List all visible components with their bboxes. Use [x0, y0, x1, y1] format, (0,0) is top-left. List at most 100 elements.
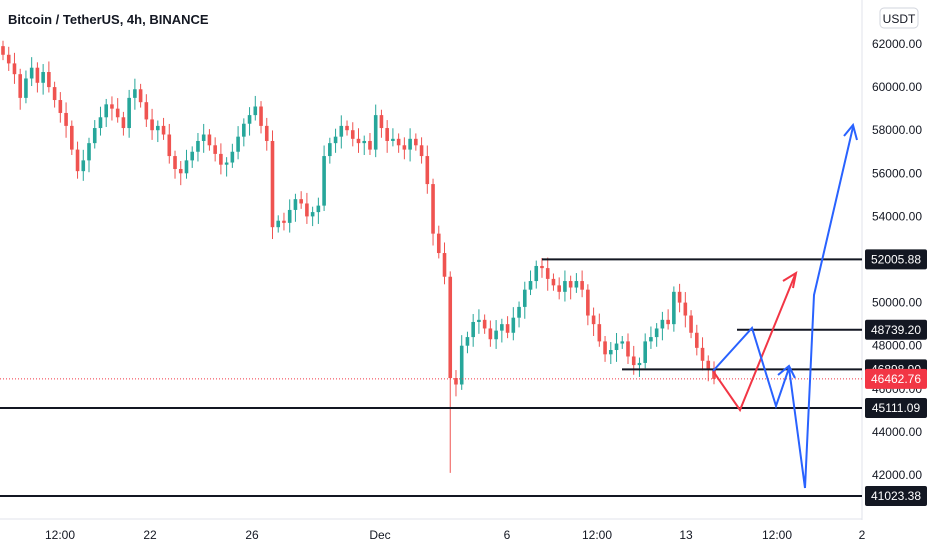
candle-up	[649, 337, 653, 342]
candle-up	[373, 115, 378, 150]
candle-down	[442, 253, 447, 277]
candle-down	[47, 72, 51, 88]
price-tick-label: 58000.00	[872, 123, 922, 137]
price-tag-label: 52005.88	[871, 252, 921, 266]
candle-up	[92, 128, 97, 144]
candle-down	[219, 153, 223, 165]
candle-down	[540, 265, 544, 269]
candle-up	[528, 281, 533, 290]
price-tick-label: 62000.00	[872, 37, 922, 51]
time-tick-label: 13	[679, 528, 693, 542]
level-price-tag: 45111.09	[865, 397, 927, 418]
candle-down	[689, 315, 693, 333]
candle-up	[247, 115, 252, 124]
candle-down	[568, 281, 573, 288]
candle-down	[626, 341, 630, 357]
candle-down	[591, 315, 596, 325]
candle-down	[299, 199, 303, 204]
candle-up	[391, 138, 395, 141]
candle-up	[408, 138, 412, 150]
candle-down	[259, 106, 263, 126]
candle-down	[683, 302, 688, 316]
candle-down	[150, 119, 154, 131]
candle-down	[305, 203, 309, 217]
time-tick-label: 22	[143, 528, 157, 542]
candle-down	[368, 140, 372, 150]
candle-up	[276, 220, 281, 228]
level-price-tag: 41023.38	[865, 486, 927, 507]
candle-up	[574, 281, 579, 288]
candle-down	[75, 149, 80, 172]
projection-arrowhead-blue-small	[777, 364, 796, 379]
candle-up	[133, 89, 137, 98]
candle-up	[465, 337, 470, 346]
candle-up	[534, 265, 539, 282]
candle-down	[178, 168, 183, 174]
candle-up	[316, 205, 321, 213]
price-tick-label: 60000.00	[872, 80, 922, 94]
candle-up	[287, 209, 292, 223]
candle-up	[41, 72, 45, 83]
time-axis[interactable]: 12:00 22 26 Dec 6 12:00 13 12:00 2	[45, 528, 866, 542]
candle-down	[52, 87, 57, 101]
candle-up	[24, 78, 28, 98]
candle-up	[643, 341, 647, 363]
candle-down	[282, 220, 286, 223]
price-tick-label: 44000.00	[872, 425, 922, 439]
candle-down	[18, 74, 23, 98]
candle-down	[677, 291, 682, 303]
candle-down	[419, 145, 424, 157]
price-tick-label: 42000.00	[872, 468, 922, 482]
price-tick-label: 56000.00	[872, 166, 922, 180]
time-tick-label: 12:00	[582, 528, 612, 542]
candle-down	[1, 46, 5, 55]
level-price-tag: 48739.20	[865, 319, 927, 340]
price-tags-layer: 52005.8848739.2046898.9045111.0941023.38…	[865, 249, 927, 507]
candle-down	[64, 112, 68, 126]
candle-down	[161, 125, 166, 135]
candle-down	[631, 356, 636, 366]
candle-down	[58, 100, 63, 113]
candle-up	[184, 160, 189, 174]
candle-down	[505, 324, 510, 333]
candle-down	[138, 89, 143, 103]
candle-down	[121, 117, 126, 129]
time-tick-label: 26	[245, 528, 259, 542]
candle-down	[700, 347, 705, 361]
candle-up	[224, 162, 229, 165]
price-tag-label: 41023.38	[871, 489, 921, 503]
candle-down	[557, 285, 561, 292]
candle-up	[362, 140, 367, 144]
candle-up	[310, 212, 315, 217]
candle-down	[144, 102, 149, 120]
projection-path-red[interactable]	[712, 274, 796, 413]
candle-up	[328, 143, 332, 157]
candle-down	[110, 104, 114, 109]
price-tag-label: 48739.20	[871, 323, 921, 337]
candle-down	[115, 108, 120, 118]
candle-down	[270, 140, 275, 228]
projection-arrowhead-red	[782, 270, 798, 289]
candle-up	[190, 151, 195, 161]
projection-arrowhead-blue	[843, 122, 858, 141]
candle-down	[35, 67, 40, 83]
time-tick-label: Dec	[369, 528, 390, 542]
time-tick-label: 12:00	[762, 528, 792, 542]
price-tick-label: 54000.00	[872, 209, 922, 223]
candle-down	[213, 145, 217, 154]
currency-badge[interactable]: USDT	[879, 7, 919, 29]
projection-layer	[712, 122, 858, 489]
candle-up	[672, 291, 676, 325]
candle-up	[156, 125, 160, 131]
candle-down	[173, 156, 177, 169]
candle-up	[242, 123, 246, 137]
candle-down	[345, 125, 349, 131]
candle-up	[459, 345, 464, 385]
candle-down	[482, 319, 487, 329]
candle-down	[436, 233, 441, 254]
candle-up	[81, 160, 86, 172]
candle-up	[29, 67, 34, 79]
candle-up	[201, 134, 206, 141]
candle-up	[293, 199, 298, 210]
